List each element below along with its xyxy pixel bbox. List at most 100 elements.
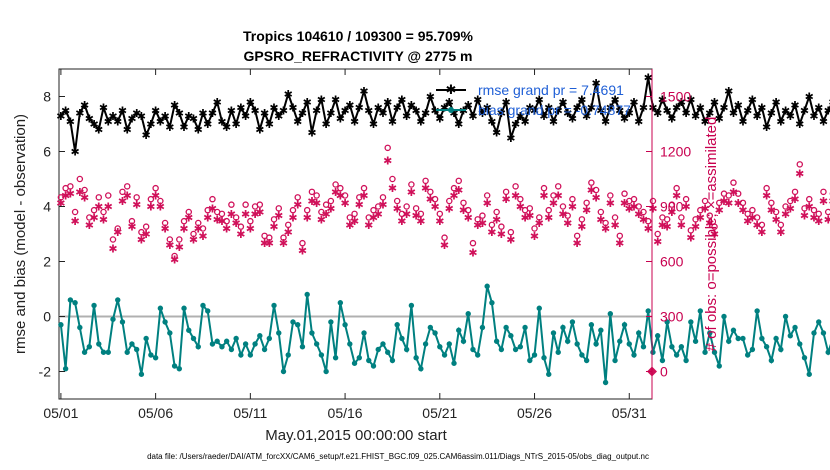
obs-assimilated-point: ✱ (776, 227, 785, 239)
rmse-point: ✱ (620, 114, 629, 126)
rmse-point: ✱ (478, 108, 487, 120)
bias-point (157, 305, 164, 311)
obs-assimilated-point: ✱ (269, 222, 278, 234)
bias-point (318, 352, 325, 358)
obs-possible-point (412, 205, 420, 212)
obs-possible-point (649, 197, 657, 205)
bias-point (105, 349, 111, 355)
rmse-point: ✱ (312, 105, 321, 117)
x-tick-label: 05/11 (233, 405, 267, 421)
bias-point (280, 368, 287, 375)
obs-assimilated-point: ✱ (506, 235, 515, 247)
right-y-tick-label: 900 (660, 199, 684, 215)
bias-point (564, 338, 571, 344)
bias-point (205, 308, 211, 314)
obs-possible-point (209, 195, 216, 203)
obs-assimilated-point: ✱ (738, 205, 747, 217)
rmse-point: ✱ (279, 105, 288, 117)
rmse-point: ✱ (530, 105, 539, 117)
obs-assimilated-point: ✱ (573, 238, 582, 250)
obs-assimilated-point: ✱ (473, 220, 482, 232)
bias-point (593, 341, 599, 347)
obs-assimilated-point: ✱ (525, 211, 534, 223)
obs-assimilated-point: ✱ (762, 191, 771, 203)
bias-point (636, 330, 642, 336)
x-tick-label: 05/01 (43, 405, 78, 421)
obs-possible-point (493, 208, 500, 216)
rmse-point: ✱ (113, 116, 122, 128)
rmse-point: ✱ (416, 116, 425, 128)
obs-possible-point (640, 208, 647, 216)
obs-possible-point (204, 206, 211, 214)
rmse-point: ✱ (345, 100, 354, 112)
obs-assimilated-point: ✱ (137, 235, 146, 247)
bias-point (86, 344, 93, 350)
obs-possible-point (128, 217, 136, 225)
bias-point (489, 300, 495, 306)
bias-point (214, 338, 220, 344)
rmse-point: ✱ (80, 100, 89, 112)
bias-point (432, 330, 438, 336)
obs-possible-point (185, 208, 193, 216)
obs-assimilated-point: ✱ (824, 214, 830, 226)
rmse-point: ✱ (298, 108, 307, 120)
rmse-point: ✱ (378, 108, 387, 120)
obs-possible-point (109, 236, 117, 243)
rmse-point: ✱ (449, 108, 458, 120)
bias-point (299, 344, 306, 350)
rmse-point: ✱ (601, 116, 610, 128)
bias-point (479, 324, 486, 331)
obs-assimilated-point: ✱ (620, 198, 629, 210)
obs-possible-point (753, 214, 761, 221)
rmse-point: ✱ (497, 108, 506, 120)
bias-point (673, 352, 680, 358)
obs-assimilated-point: ✱ (416, 216, 425, 228)
obs-assimilated-point: ✱ (814, 216, 823, 228)
bias-point (451, 360, 457, 366)
obs-possible-point (360, 184, 368, 192)
rmse-point: ✱ (506, 133, 515, 145)
obs-assimilated-series: ✱✱✱✱✱✱✱✱✱✱✱✱✱✱✱✱✱✱✱✱✱✱✱✱✱✱✱✱✱✱✱✱✱✱✱✱✱✱✱✱… (56, 156, 830, 267)
obs-possible-point (275, 205, 283, 212)
bias-point (550, 330, 557, 336)
obs-assimilated-point: ✱ (767, 205, 776, 217)
obs-possible-point (526, 205, 534, 212)
rmse-point: ✱ (644, 72, 653, 84)
obs-possible-point (237, 223, 245, 230)
obs-assimilated-point: ✱ (639, 214, 648, 226)
bias-point (617, 338, 623, 344)
rmse-point: ✱ (805, 92, 814, 104)
obs-possible-point (152, 184, 159, 192)
bias-point (456, 327, 462, 333)
rmse-point: ✱ (94, 125, 103, 137)
chart-title-line1: Tropics 104610 / 109300 = 95.709% (243, 28, 474, 44)
rmse-point: ✱ (573, 103, 582, 115)
obs-assimilated-point: ✱ (454, 185, 463, 197)
rmse-point: ✱ (236, 103, 245, 115)
obs-assimilated-point: ✱ (142, 229, 151, 241)
legend-rmse-marker: ✱ (446, 82, 457, 97)
obs-possible-point (488, 221, 496, 229)
rmse-point: ✱ (322, 119, 331, 131)
rmse-point: ✱ (137, 111, 146, 123)
rmse-point: ✱ (520, 116, 529, 128)
obs-assimilated-point: ✱ (492, 214, 501, 226)
obs-assimilated-point: ✱ (677, 220, 686, 232)
rmse-point: ✱ (350, 116, 359, 128)
obs-assimilated-point: ✱ (232, 218, 241, 230)
rmse-point: ✱ (634, 116, 643, 128)
obs-possible-point (498, 223, 505, 230)
bias-point (621, 322, 628, 328)
bias-point (721, 313, 727, 320)
rmse-point: ✱ (340, 105, 349, 117)
obs-possible-point (266, 234, 273, 241)
obs-assimilated-point: ✱ (558, 209, 567, 221)
rmse-point: ✱ (255, 125, 264, 137)
obs-possible-point (232, 214, 240, 221)
obs-possible-series (57, 144, 830, 260)
obs-assimilated-point: ✱ (151, 191, 160, 203)
bias-point (493, 338, 500, 344)
obs-assimilated-point: ✱ (175, 242, 184, 254)
rmse-point: ✱ (288, 103, 297, 115)
obs-assimilated-point: ✱ (468, 247, 477, 259)
